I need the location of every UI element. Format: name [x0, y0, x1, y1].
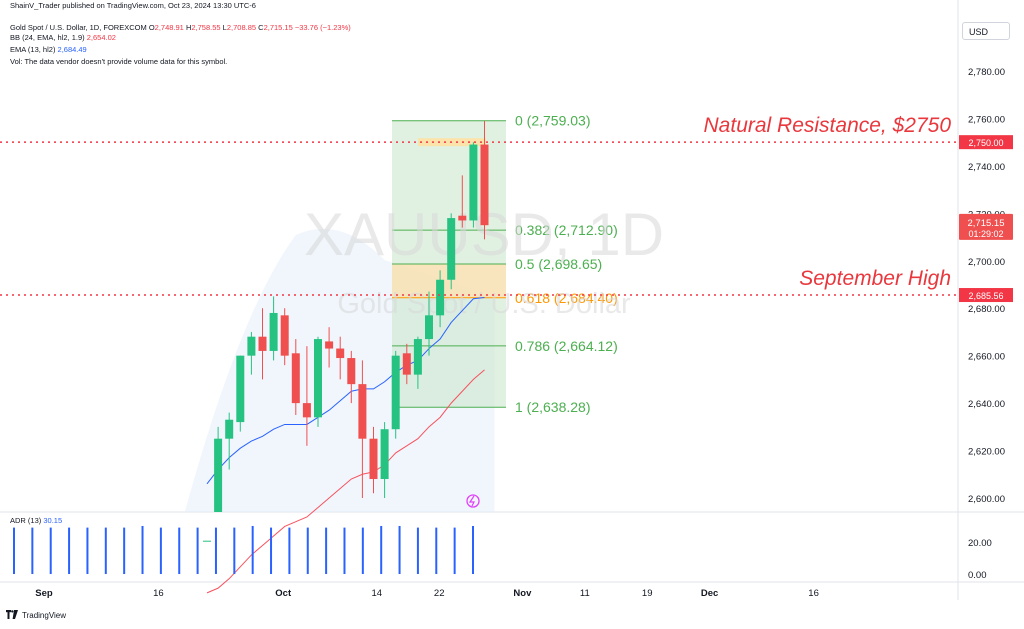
ema-line [206, 297, 485, 485]
adr-value: 30.15 [43, 516, 63, 525]
last-price-value: 2,715.15 [968, 218, 1005, 229]
horizontal-line-annotation: September High [799, 267, 951, 290]
candle-body [269, 312, 278, 351]
ema-label: EMA (13, hl2) [10, 45, 56, 54]
candle-body [436, 279, 445, 316]
candle-body [236, 355, 245, 423]
time-axis-tick: 14 [372, 588, 383, 599]
candle-body [347, 358, 356, 385]
ohlc-open-label: O [148, 23, 155, 32]
tradingview-footer[interactable]: TradingView [6, 610, 66, 620]
price-axis-tick: 2,640.00 [968, 399, 1005, 410]
time-axis-tick: 11 [580, 588, 590, 599]
time-axis-tick: Nov [513, 588, 532, 599]
symbol-title: Gold Spot / U.S. Dollar, 1D, FOREXCOM [10, 23, 147, 32]
ohlc-open: 2,748.91 [154, 23, 184, 32]
fib-level-label: 0 (2,759.03) [515, 113, 591, 129]
price-axis-tick: 2,760.00 [968, 114, 1005, 125]
symbol-legend[interactable]: Gold Spot / U.S. Dollar, 1D, FOREXCOM O2… [10, 23, 351, 33]
ohlc-close: 2,715.15 [263, 23, 293, 32]
last-price-tag-bg [959, 213, 1013, 240]
time-axis-tick: 16 [808, 588, 819, 599]
candle-body [480, 144, 489, 226]
footer-brand: TradingView [22, 611, 67, 620]
price-axis-tick: 2,600.00 [968, 494, 1005, 505]
price-tag-bg [959, 135, 1013, 150]
alert-icon [466, 494, 480, 508]
fib-level-label: 1 (2,638.28) [515, 399, 591, 415]
volume-note: Vol: The data vendor doesn't provide vol… [10, 57, 228, 66]
ohlc-high-label: H [185, 23, 192, 32]
adr-axis-tick: 0.00 [968, 570, 987, 581]
fib-level-label: 0.382 (2,712.90) [515, 222, 618, 238]
time-axis-tick: Oct [275, 588, 292, 599]
time-axis-tick: 22 [434, 588, 445, 599]
candle-body [291, 353, 300, 404]
bb-label: BB (24, EMA, hl2, 1.9) [10, 33, 85, 42]
ohlc-low-label: L [222, 23, 227, 32]
fib-level-label: 0.618 (2,684.40) [515, 290, 618, 306]
candle-body [458, 215, 467, 221]
price-axis-tick: 2,740.00 [968, 162, 1005, 173]
watermark-name: Gold Spot / U.S. Dollar [337, 288, 631, 320]
price-tag: 2,685.56 [968, 291, 1003, 301]
price-axis-tick: 2,620.00 [968, 447, 1005, 458]
adr-legend[interactable]: ADR (13) 30.15 [10, 516, 62, 525]
time-axis-tick: Sep [35, 588, 53, 599]
adr-label: ADR (13) [10, 516, 42, 525]
candle-body [469, 144, 478, 221]
ema-value: 2,684.49 [57, 45, 87, 54]
lightning-icon [468, 495, 475, 507]
candle-body [402, 353, 411, 375]
candle-body [225, 419, 234, 439]
price-tag: 2,750.00 [968, 138, 1003, 148]
last-price-countdown: 01:29:02 [968, 229, 1003, 239]
time-axis-tick: 16 [153, 588, 164, 599]
time-axis-tick: 19 [642, 588, 653, 599]
candle-body [302, 403, 311, 418]
candle-body [280, 315, 289, 356]
ohlc-low: 2,708.85 [226, 23, 257, 32]
ema-legend[interactable]: EMA (13, hl2) 2,684.49 [10, 45, 87, 55]
candle-body [358, 384, 367, 439]
ohlc-close-label: C [258, 23, 264, 32]
bb-value: 2,654.02 [86, 33, 116, 42]
horizontal-line-annotation: Natural Resistance, $2750 [704, 114, 952, 137]
price-axis-tick: 2,660.00 [968, 352, 1005, 363]
fib-level-label: 0.786 (2,664.12) [515, 338, 618, 354]
candle-body [380, 429, 389, 480]
ohlc-high: 2,758.55 [191, 23, 221, 32]
candle-body [425, 315, 433, 340]
tradingview-logo-icon [6, 610, 18, 619]
time-axis-tick: Dec [701, 588, 718, 599]
price-axis-tick: 2,700.00 [968, 257, 1005, 268]
fib-level-label: 0.5 (2,698.65) [515, 256, 602, 272]
price-axis-tick: 2,680.00 [968, 304, 1005, 315]
price-tag-bg [959, 288, 1013, 303]
candle-body [369, 438, 378, 480]
publisher-line: ShainV_Trader published on TradingView.c… [10, 1, 256, 10]
candle-body [391, 355, 400, 430]
adr-axis-tick: 20.00 [968, 538, 992, 549]
candle-body [314, 339, 322, 418]
candle-body [325, 341, 334, 349]
bb-legend[interactable]: BB (24, EMA, hl2, 1.9) 2,654.02 [10, 33, 116, 43]
candle-body [247, 336, 256, 356]
price-axis-tick: 2,780.00 [968, 67, 1005, 78]
candle-body [336, 348, 345, 359]
candle-body [203, 540, 211, 542]
candle-body [214, 438, 223, 512]
candle-body [447, 218, 456, 280]
currency-button[interactable]: USD [962, 22, 1010, 40]
candle-body [413, 339, 422, 375]
candle-body [258, 336, 267, 351]
ohlc-change: −33.76 (−1.23%) [294, 23, 351, 32]
